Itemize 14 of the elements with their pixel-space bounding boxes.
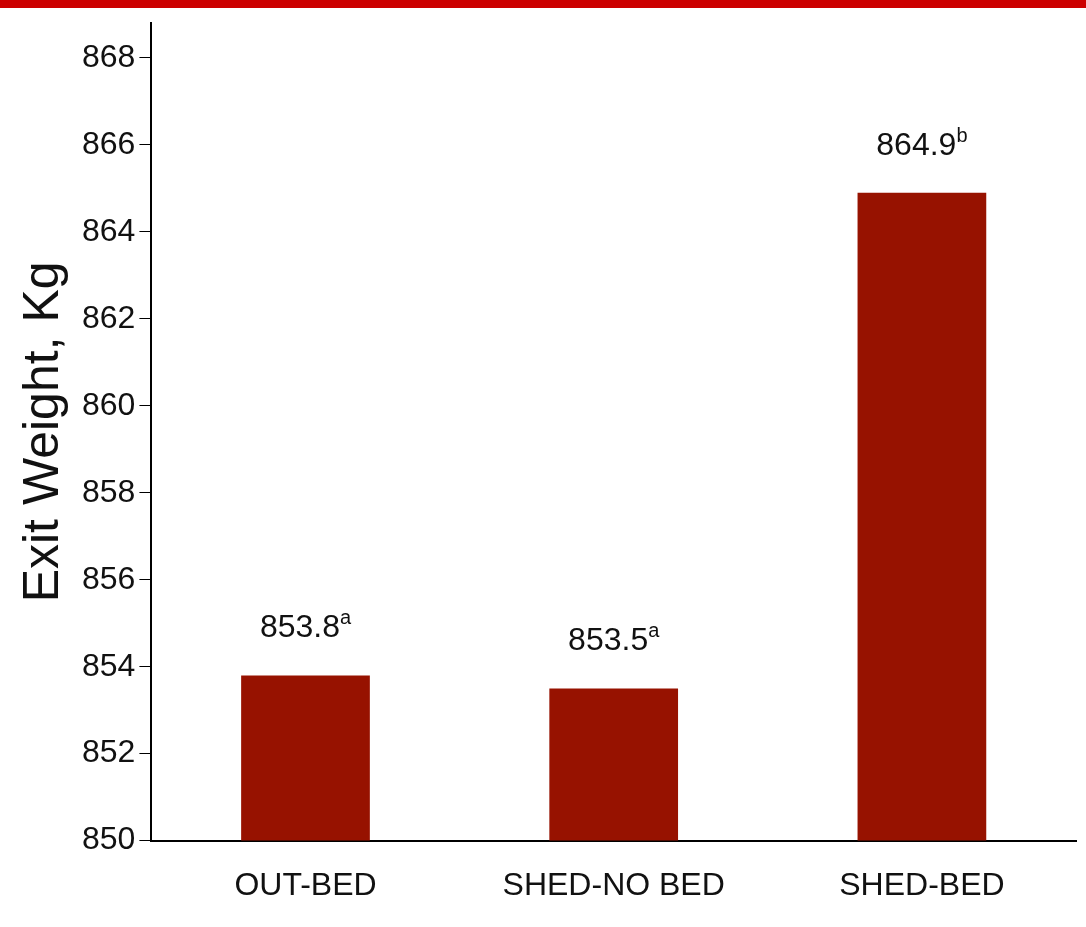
y-tick-label: 854 [82,646,136,683]
y-tick-label: 860 [82,385,136,422]
x-tick-label: SHED-BED [839,865,1005,902]
y-tick-label: 866 [82,124,136,161]
y-tick-label: 850 [82,820,136,857]
y-tick-label: 852 [82,733,136,770]
y-tick-label: 858 [82,472,136,509]
y-tick-label: 864 [82,211,136,248]
x-tick-label: OUT-BED [234,865,377,902]
y-tick-label: 862 [82,298,136,335]
y-axis-title: Exit Weight, Kg [12,261,69,603]
y-tick-label: 868 [82,37,136,74]
x-tick-label: SHED-NO BED [502,865,725,902]
y-tick-label: 856 [82,559,136,596]
